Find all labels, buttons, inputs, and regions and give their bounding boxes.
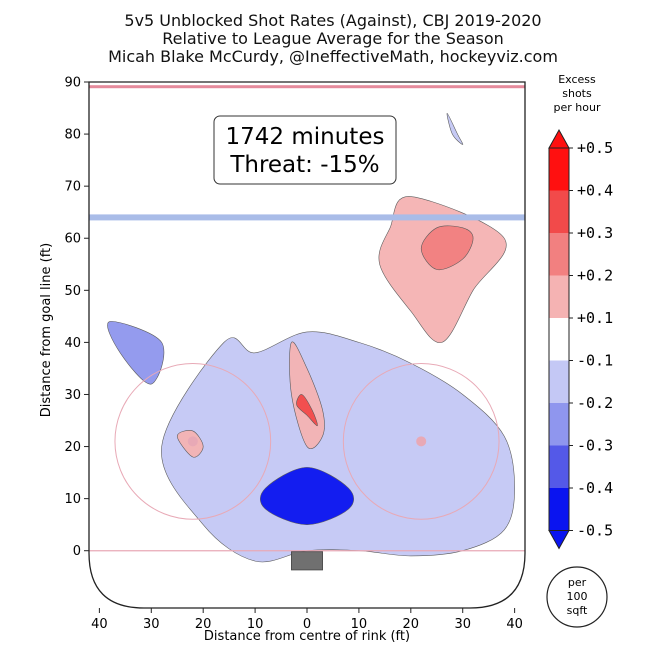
threat-label: Threat: -15% [229, 152, 379, 178]
faceoff-circle-0 [114, 362, 272, 520]
colorbar-swatch-2 [549, 233, 569, 276]
y-axis-label: Distance from goal line (ft) [39, 243, 54, 417]
chart-title-line-1: 5v5 Unblocked Shot Rates (Against), CBJ … [124, 11, 542, 30]
x-tick-label-4: 0 [303, 617, 311, 632]
colorbar-title-line-3: per hour [554, 101, 601, 114]
blue-line [89, 214, 525, 221]
heat-region-neg2-1 [446, 112, 464, 145]
goal-net [291, 551, 323, 571]
chart-title-line-3: Micah Blake McCurdy, @IneffectiveMath, h… [108, 47, 558, 66]
colorbar-label-1: +0.4 [577, 182, 613, 200]
colorbar-label-2: +0.3 [577, 224, 613, 242]
x-tick-label-6: 20 [403, 617, 420, 632]
heat-region-pos4-7 [296, 394, 318, 427]
y-tick-label-50: 50 [64, 284, 81, 299]
colorbar-swatch-6 [549, 403, 569, 446]
y-tick-label-60: 60 [64, 232, 81, 247]
x-axis-label: Distance from centre of rink (ft) [204, 629, 410, 644]
faceoff-circle-1 [342, 362, 500, 520]
colorbar-swatch-1 [549, 190, 569, 233]
y-tick-label-70: 70 [64, 180, 81, 195]
heat-region-neg5-8 [259, 467, 355, 525]
colorbar-title-line-1: Excess [558, 73, 596, 86]
y-tick-label-0: 0 [73, 544, 81, 559]
axes: Distance from centre of rink (ft) Distan… [39, 76, 523, 645]
rink-outline [88, 81, 526, 609]
colorbar-swatch-8 [549, 488, 569, 531]
threat-annotation: 1742 minutes Threat: -15% [213, 115, 397, 185]
colorbar-swatch-0 [549, 148, 569, 191]
heat-region-pos3-6 [420, 225, 474, 271]
y-tick-label-40: 40 [64, 336, 81, 351]
y-tick-label-80: 80 [64, 128, 81, 143]
colorbar-label-5: -0.1 [577, 352, 613, 370]
colorbar: Excess shots per hour +0.5 +0.4 +0.3 +0.2 +0… [546, 73, 613, 628]
colorbar-label-4: +0.1 [577, 309, 613, 327]
x-tick-label-5: 10 [351, 617, 368, 632]
colorbar-frame [548, 147, 570, 531]
chart-title-line-2: Relative to League Average for the Seaso… [162, 29, 504, 48]
y-tick-label-20: 20 [64, 440, 81, 455]
heat-region-neg3-5 [107, 321, 165, 385]
colorbar-label-9: -0.5 [577, 522, 613, 540]
heat-region-neg2-0 [161, 331, 515, 563]
rink-markings [88, 81, 526, 609]
x-tick-label-3: 10 [247, 617, 264, 632]
faceoff-dot-1 [416, 436, 427, 447]
colorbar-label-7: -0.3 [577, 437, 613, 455]
x-tick-label-7: 30 [454, 617, 471, 632]
y-tick-label-10: 10 [64, 492, 81, 507]
colorbar-swatch-5 [549, 360, 569, 403]
colorbar-swatch-7 [549, 445, 569, 488]
faceoff-dot-0 [187, 436, 198, 447]
colorbar-swatch-4 [549, 318, 569, 361]
colorbar-label-6: -0.2 [577, 394, 613, 412]
x-tick-label-0: 40 [91, 617, 108, 632]
colorbar-label-3: +0.2 [577, 267, 613, 285]
x-tick-label-1: 30 [143, 617, 160, 632]
colorbar-title-line-2: shots [562, 87, 592, 100]
colorbar-swatch-3 [549, 275, 569, 318]
colorbar-arrow-bottom [548, 530, 570, 550]
x-tick-label-2: 20 [195, 617, 212, 632]
per-area-line-1: per [568, 576, 587, 589]
minutes-label: 1742 minutes [226, 124, 385, 150]
heat-layer [89, 85, 525, 563]
colorbar-label-0: +0.5 [577, 139, 613, 157]
far-red-line [89, 85, 525, 89]
y-tick-label-90: 90 [64, 76, 81, 91]
per-area-line-2: 100 [567, 590, 588, 603]
per-area-badge [546, 566, 608, 628]
x-tick-label-8: 40 [506, 617, 523, 632]
colorbar-arrow-top [548, 128, 570, 149]
colorbar-label-8: -0.4 [577, 479, 613, 497]
y-tick-label-30: 30 [64, 388, 81, 403]
per-area-line-3: sqft [567, 604, 588, 617]
